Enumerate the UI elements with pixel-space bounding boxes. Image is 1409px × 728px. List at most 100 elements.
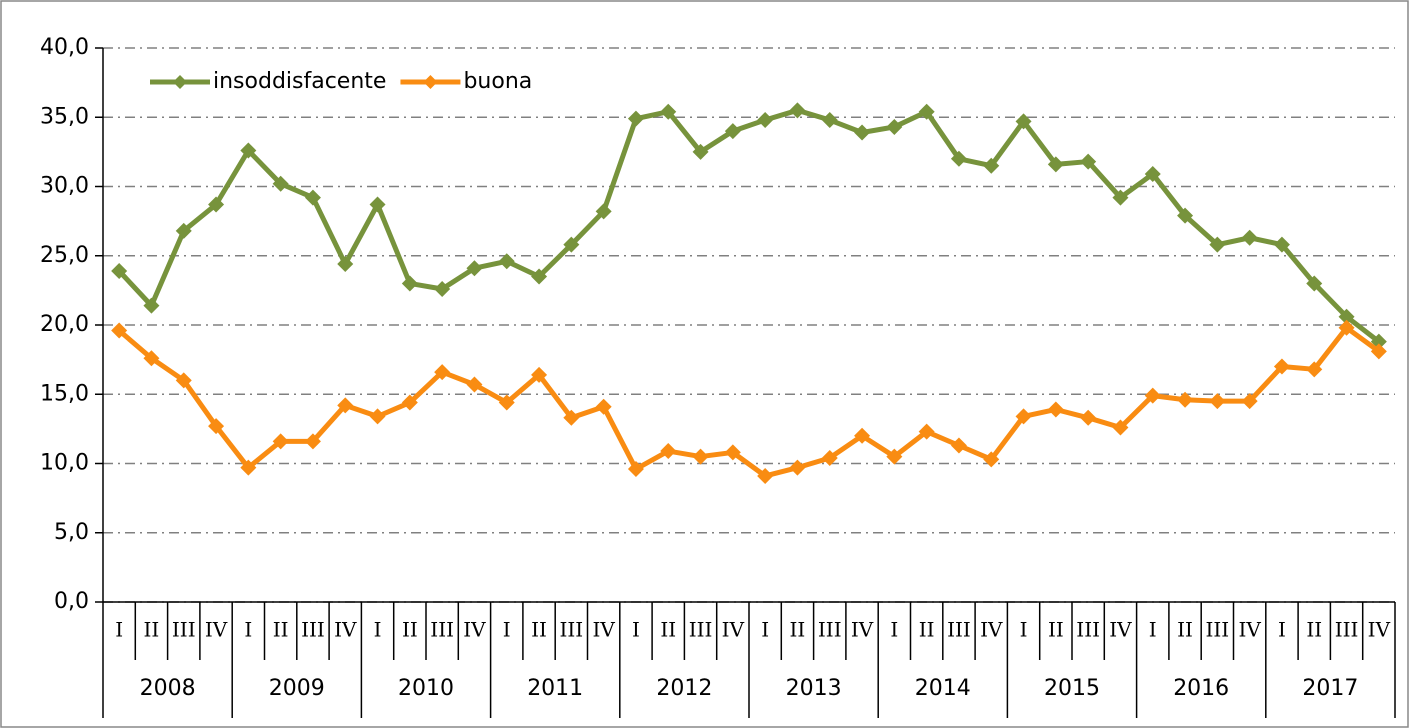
y-tick-label: 40,0 <box>40 35 89 60</box>
y-tick-label: 35,0 <box>40 104 89 129</box>
marker <box>1112 419 1129 436</box>
x-tick-label: IV <box>334 618 357 642</box>
x-tick-label: II <box>1306 618 1322 642</box>
marker <box>111 262 128 279</box>
marker <box>692 143 709 160</box>
marker <box>498 253 515 270</box>
y-tick-label: 25,0 <box>40 243 89 268</box>
marker <box>660 103 677 120</box>
marker <box>531 268 548 285</box>
x-tick-label: I <box>115 618 123 642</box>
year-label: 2015 <box>1044 676 1100 701</box>
x-tick-label: III <box>172 618 196 642</box>
marker <box>337 397 354 414</box>
x-tick-label: III <box>818 618 842 642</box>
x-tick-label: II <box>1048 618 1064 642</box>
marker <box>627 110 644 127</box>
year-label: 2017 <box>1302 676 1358 701</box>
marker <box>1144 387 1161 404</box>
x-tick-label: II <box>144 618 160 642</box>
marker <box>627 461 644 478</box>
x-tick-label: II <box>660 618 676 642</box>
marker <box>175 372 192 389</box>
x-tick-label: I <box>1278 618 1286 642</box>
marker <box>886 118 903 135</box>
x-tick-label: II <box>531 618 547 642</box>
x-tick-label: I <box>1149 618 1157 642</box>
x-tick-label: III <box>689 618 713 642</box>
marker <box>1338 308 1355 325</box>
x-tick-label: III <box>301 618 325 642</box>
marker <box>1209 393 1226 410</box>
marker <box>175 222 192 239</box>
y-tick-label: 10,0 <box>40 451 89 476</box>
marker <box>595 203 612 220</box>
x-tick-label: I <box>503 618 511 642</box>
x-tick-label: III <box>1076 618 1100 642</box>
marker <box>337 256 354 273</box>
series-line <box>117 107 1381 344</box>
marker <box>1112 189 1129 206</box>
marker <box>272 433 289 450</box>
x-tick-label: IV <box>722 618 745 642</box>
marker <box>304 189 321 206</box>
marker <box>1015 113 1032 130</box>
marker <box>724 123 741 140</box>
x-tick-label: II <box>790 618 806 642</box>
marker <box>918 103 935 120</box>
legend-marker <box>173 75 187 89</box>
x-tick-label: III <box>559 618 583 642</box>
marker <box>950 437 967 454</box>
legend-label: buona <box>463 69 532 94</box>
marker <box>1273 358 1290 375</box>
x-tick-label: I <box>374 618 382 642</box>
marker <box>789 459 806 476</box>
x-tick-label: II <box>1177 618 1193 642</box>
y-tick-label: 5,0 <box>54 520 89 545</box>
marker <box>660 443 677 460</box>
marker <box>208 418 225 435</box>
x-tick-label: III <box>430 618 454 642</box>
marker <box>1080 153 1097 170</box>
year-label: 2010 <box>398 676 454 701</box>
marker <box>918 423 935 440</box>
year-label: 2008 <box>140 676 196 701</box>
year-label: 2013 <box>786 676 842 701</box>
x-tick-label: IV <box>592 618 615 642</box>
marker <box>757 112 774 129</box>
marker <box>1080 409 1097 426</box>
marker <box>272 175 289 192</box>
marker <box>595 398 612 415</box>
x-tick-label: II <box>273 618 289 642</box>
y-tick-label: 0,0 <box>54 589 89 614</box>
marker <box>1306 361 1323 378</box>
x-tick-label: III <box>947 618 971 642</box>
marker <box>821 449 838 466</box>
marker <box>111 322 128 339</box>
marker <box>208 196 225 213</box>
marker <box>531 366 548 383</box>
y-tick-label: 30,0 <box>40 174 89 199</box>
x-tick-label: IV <box>851 618 874 642</box>
marker <box>1241 393 1258 410</box>
marker <box>563 409 580 426</box>
x-tick-label: IV <box>205 618 228 642</box>
x-tick-label: III <box>1335 618 1359 642</box>
marker <box>983 451 1000 468</box>
marker <box>369 408 386 425</box>
marker <box>401 394 418 411</box>
marker <box>1241 229 1258 246</box>
marker <box>1306 275 1323 292</box>
x-tick-label: I <box>890 618 898 642</box>
x-tick-label: IV <box>463 618 486 642</box>
marker <box>1015 408 1032 425</box>
marker <box>1177 391 1194 408</box>
x-tick-label: IV <box>980 618 1003 642</box>
marker <box>724 444 741 461</box>
year-label: 2011 <box>527 676 583 701</box>
marker <box>369 196 386 213</box>
marker <box>434 280 451 297</box>
x-tick-label: I <box>244 618 252 642</box>
